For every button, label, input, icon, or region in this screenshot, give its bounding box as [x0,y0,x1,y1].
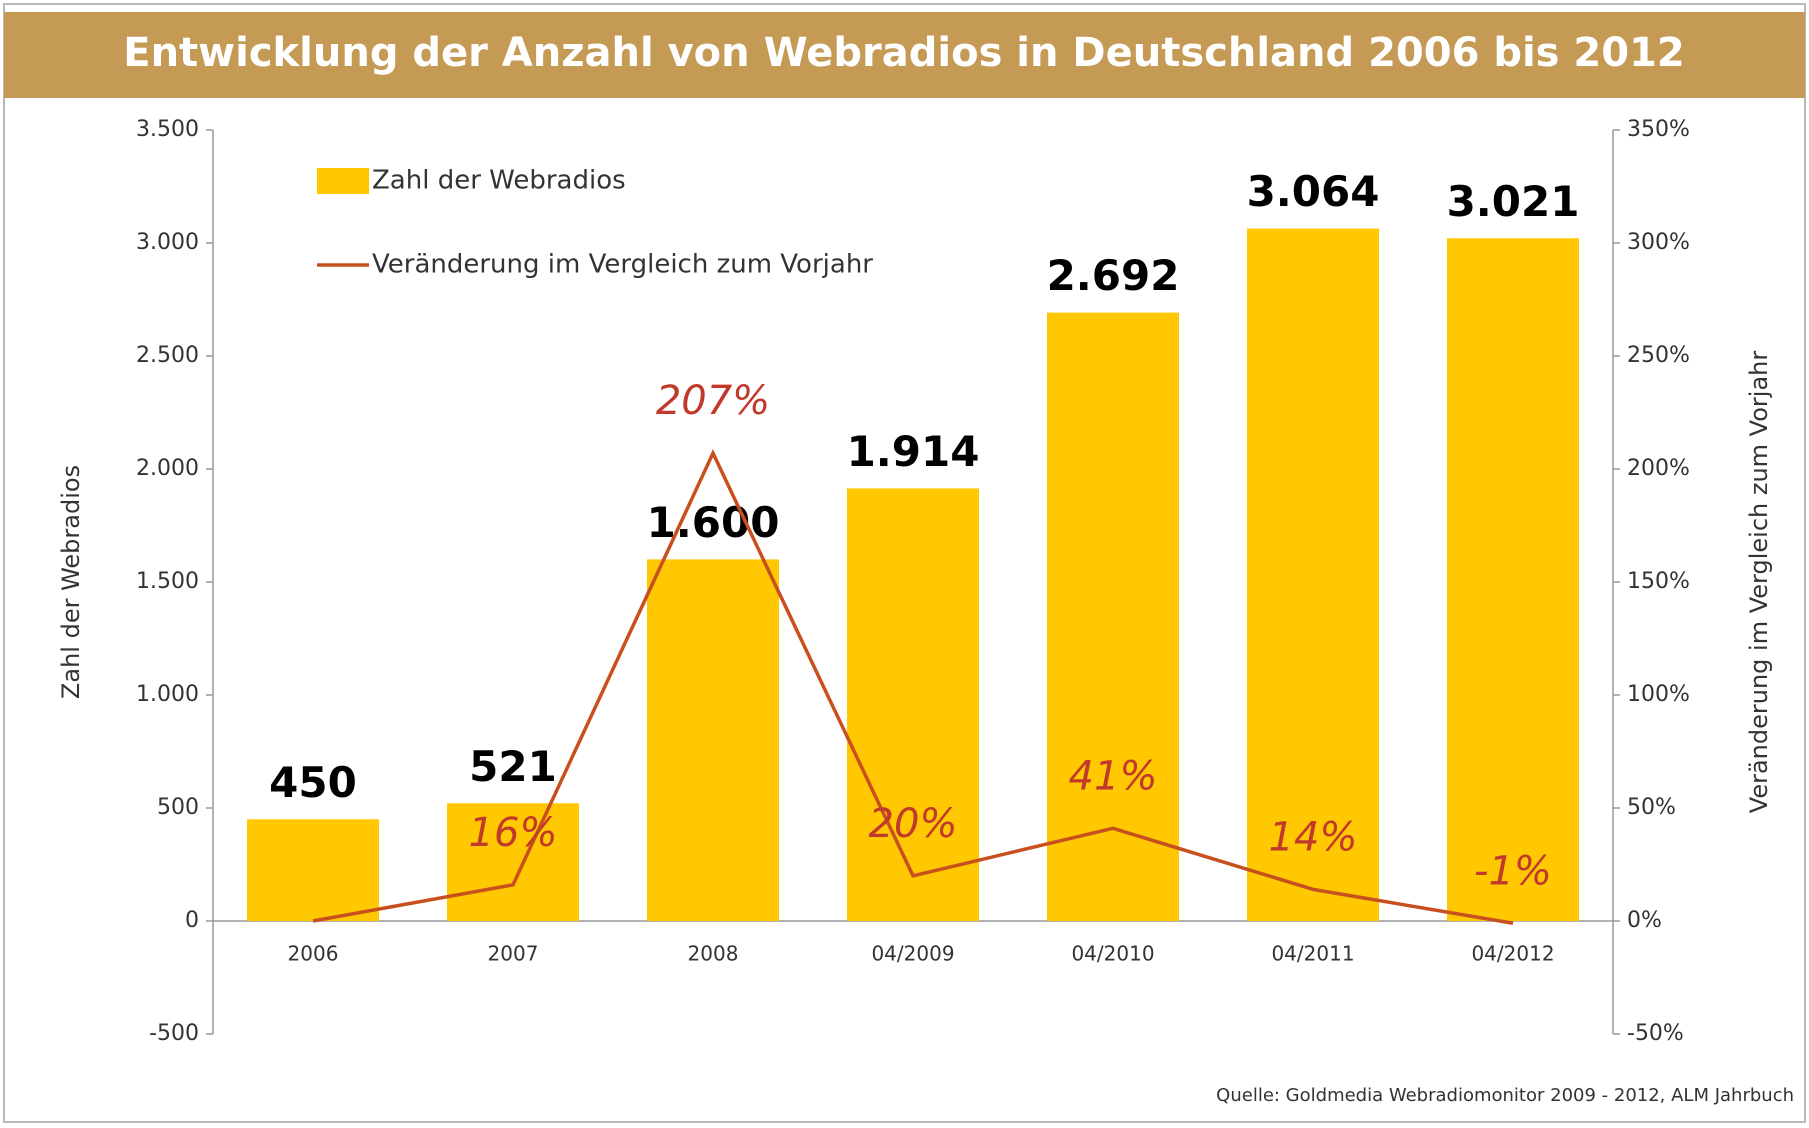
y2-tick-label: 300% [1627,230,1690,255]
line-value-label: 20% [869,801,958,847]
y-tick-label: 2.500 [136,343,199,368]
y2-tick-label: -50% [1627,1021,1684,1046]
y2-tick-label: 0% [1627,908,1662,933]
y2-tick-label: 50% [1627,795,1676,820]
y-axis-title: Zahl der Webradios [57,465,85,699]
chart-title: Entwicklung der Anzahl von Webradios in … [123,30,1684,76]
source: Quelle: Goldmedia Webradiomonitor 2009 -… [1216,1085,1794,1106]
x-tick-label: 04/2010 [1071,942,1154,966]
x-tick-label: 04/2012 [1471,942,1554,966]
legend-label: Veränderung im Vergleich zum Vorjahr [372,250,873,280]
x-tick-label: 2006 [288,942,339,966]
bar-value-label: 1.600 [647,498,780,547]
bar-value-label: 3.064 [1247,167,1380,216]
y-tick-label: 3.000 [136,230,199,255]
line [312,449,1514,925]
y-tick-label: 2.000 [136,456,199,481]
legend-label: Zahl der Webradios [372,166,626,196]
line-value-label: 41% [1069,753,1158,799]
line-value-label: 14% [1269,814,1358,860]
bar [847,488,979,921]
y-tick-label: 3.500 [136,117,199,142]
y-tick-label: 1.000 [136,682,199,707]
y2-tick-label: 350% [1627,117,1690,142]
y2-tick-label: 200% [1627,456,1690,481]
bar [1247,228,1379,921]
bar [247,819,379,921]
bar-value-label: 1.914 [847,427,980,476]
y2-axis-title: Veränderung im Vergleich zum Vorjahr [1745,351,1773,814]
y2-tick-label: 150% [1627,569,1690,594]
bar [1447,238,1579,921]
y-tick-label: -500 [149,1021,199,1046]
x-tick-label: 04/2011 [1271,942,1354,966]
y-tick-label: 0 [185,908,199,933]
line-value-label: 207% [656,378,770,424]
x-tick-label: 04/2009 [871,942,954,966]
y-tick-label: 1.500 [136,569,199,594]
y-tick-label: 500 [157,795,199,820]
x-tick-label: 2007 [488,942,539,966]
line-value-label: 16% [469,810,558,856]
x-tick-label: 2008 [688,942,739,966]
legend-swatch [317,168,369,194]
frame [3,3,1806,1123]
bar [447,803,579,921]
bar [647,559,779,921]
line-value-label: -1% [1474,848,1552,894]
y2-tick-label: 250% [1627,343,1690,368]
bar-value-label: 450 [269,758,357,807]
bar-value-label: 521 [469,742,557,791]
bar [1047,312,1179,921]
bar-value-label: 2.692 [1047,251,1180,300]
title-bar [4,12,1805,98]
bar-value-label: 3.021 [1447,177,1580,226]
y2-tick-label: 100% [1627,682,1690,707]
